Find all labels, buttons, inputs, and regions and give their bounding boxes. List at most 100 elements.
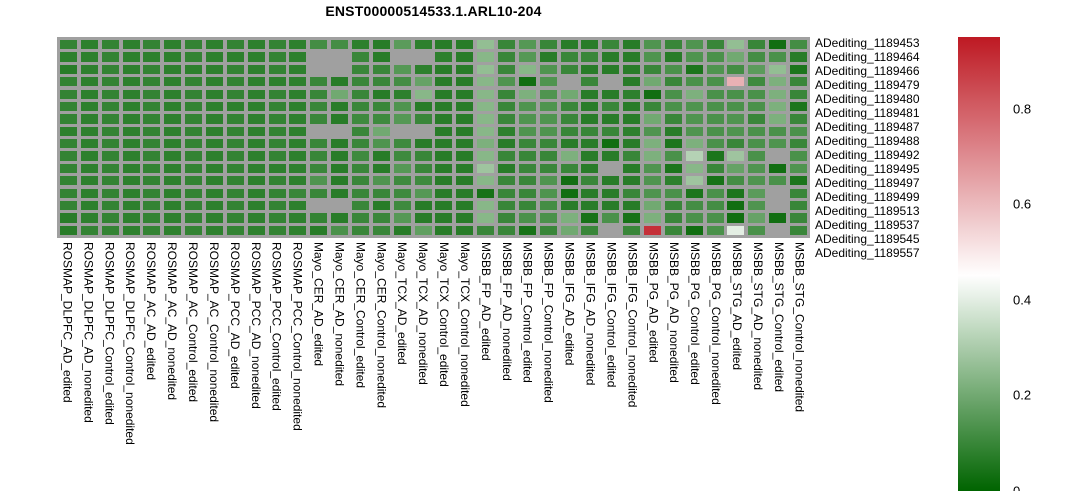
heatmap-cell bbox=[414, 89, 432, 99]
heatmap-cell bbox=[372, 64, 390, 74]
column-label-text: ROSMAP_AC_Control_nonedited bbox=[206, 242, 221, 423]
heatmap-cell bbox=[706, 188, 724, 198]
column-label-text: MSBB_PG_Control_nonedited bbox=[709, 242, 724, 405]
column-label: Mayo_TCX_Control_edited bbox=[434, 242, 455, 445]
heatmap-cell bbox=[706, 40, 724, 50]
heatmap-cell bbox=[268, 151, 286, 161]
heatmap-cell bbox=[310, 101, 328, 112]
heatmap-cell bbox=[685, 201, 703, 211]
heatmap-cell bbox=[60, 201, 78, 211]
heatmap-cell bbox=[706, 225, 724, 235]
heatmap-cell bbox=[602, 40, 620, 50]
heatmap-cell bbox=[372, 52, 390, 62]
heatmap-cell bbox=[560, 126, 578, 136]
heatmap-cell bbox=[80, 77, 98, 87]
heatmap-cell bbox=[623, 176, 641, 186]
heatmap-cell bbox=[602, 188, 620, 198]
heatmap-cell bbox=[685, 64, 703, 74]
heatmap-cell bbox=[748, 114, 766, 124]
heatmap-cell bbox=[497, 176, 516, 186]
column-label-text: ROSMAP_DLPFC_Control_nonedited bbox=[123, 242, 138, 445]
heatmap-cell bbox=[560, 188, 578, 198]
heatmap-cell bbox=[414, 201, 432, 211]
heatmap-cell bbox=[122, 139, 140, 149]
heatmap-cell bbox=[143, 101, 161, 112]
heatmap-cell bbox=[414, 52, 432, 62]
heatmap-cell bbox=[518, 188, 536, 198]
heatmap-cell bbox=[769, 52, 787, 62]
column-label: ROSMAP_DLPFC_AD_nonedited bbox=[78, 242, 99, 445]
heatmap-cell bbox=[268, 114, 286, 124]
heatmap-cell bbox=[101, 163, 119, 174]
heatmap-cell bbox=[331, 114, 349, 124]
heatmap-cell bbox=[477, 114, 495, 124]
heatmap-cell bbox=[539, 139, 557, 149]
heatmap-cell bbox=[289, 64, 307, 74]
heatmap-cell bbox=[372, 139, 390, 149]
heatmap-cell bbox=[414, 225, 432, 235]
heatmap-cell bbox=[122, 52, 140, 62]
heatmap-cell bbox=[602, 201, 620, 211]
column-label-text: MSBB_IFG_Control_edited bbox=[604, 242, 619, 388]
heatmap-cell bbox=[623, 151, 641, 161]
heatmap-cell bbox=[310, 213, 328, 223]
column-label-text: MSBB_FP_AD_nonedited bbox=[499, 242, 514, 381]
heatmap-cell bbox=[80, 64, 98, 74]
heatmap-cell bbox=[164, 64, 182, 74]
heatmap-cell bbox=[80, 114, 98, 124]
column-label: MSBB_PG_Control_edited bbox=[685, 242, 706, 445]
heatmap-cell bbox=[623, 52, 641, 62]
heatmap-cell bbox=[60, 52, 78, 62]
heatmap-cell bbox=[372, 77, 390, 87]
heatmap-cell bbox=[164, 77, 182, 87]
heatmap-cell bbox=[268, 176, 286, 186]
heatmap-cell bbox=[539, 201, 557, 211]
heatmap-cell bbox=[331, 101, 349, 112]
heatmap-cell bbox=[435, 188, 453, 198]
heatmap-cell bbox=[310, 176, 328, 186]
heatmap-cell bbox=[643, 139, 661, 149]
heatmap-cell bbox=[80, 176, 98, 186]
heatmap-cell bbox=[581, 77, 599, 87]
heatmap-cell bbox=[414, 176, 432, 186]
column-label-text: Mayo_CER_AD_edited bbox=[311, 242, 326, 367]
heatmap-cell bbox=[789, 163, 807, 174]
column-label: ROSMAP_DLPFC_Control_edited bbox=[99, 242, 120, 445]
column-label-text: MSBB_STG_AD_edited bbox=[729, 242, 744, 371]
heatmap-cell bbox=[143, 163, 161, 174]
heatmap-cell bbox=[122, 176, 140, 186]
column-label: MSBB_FP_Control_edited bbox=[517, 242, 538, 445]
heatmap-cell bbox=[623, 114, 641, 124]
heatmap-cell bbox=[164, 101, 182, 112]
heatmap-cell bbox=[351, 89, 370, 99]
heatmap-cell bbox=[205, 213, 224, 223]
heatmap-cell bbox=[789, 89, 807, 99]
heatmap-cell bbox=[268, 40, 286, 50]
heatmap-cell bbox=[685, 114, 703, 124]
heatmap-cell bbox=[247, 213, 265, 223]
heatmap-cell bbox=[497, 201, 516, 211]
heatmap-cell bbox=[226, 114, 244, 124]
heatmap-cell bbox=[289, 126, 307, 136]
heatmap-cell bbox=[685, 188, 703, 198]
column-label: MSBB_STG_AD_edited bbox=[727, 242, 748, 445]
heatmap-cell bbox=[477, 52, 495, 62]
heatmap-cell bbox=[268, 52, 286, 62]
heatmap-cell bbox=[769, 77, 787, 87]
heatmap-cell bbox=[351, 213, 370, 223]
heatmap-cell bbox=[393, 114, 411, 124]
heatmap-cell bbox=[268, 213, 286, 223]
heatmap-cell bbox=[289, 77, 307, 87]
heatmap-cell bbox=[560, 201, 578, 211]
heatmap-cell bbox=[393, 213, 411, 223]
heatmap-cell bbox=[727, 176, 745, 186]
heatmap-cell bbox=[60, 176, 78, 186]
heatmap-cell bbox=[685, 151, 703, 161]
row-label: ADediting_1189545 bbox=[815, 232, 920, 246]
heatmap-cell bbox=[664, 151, 682, 161]
heatmap-cell bbox=[643, 225, 661, 235]
heatmap-cell bbox=[226, 201, 244, 211]
heatmap-cell bbox=[497, 64, 516, 74]
column-label-text: MSBB_IFG_AD_edited bbox=[562, 242, 577, 366]
heatmap-cell bbox=[185, 101, 203, 112]
